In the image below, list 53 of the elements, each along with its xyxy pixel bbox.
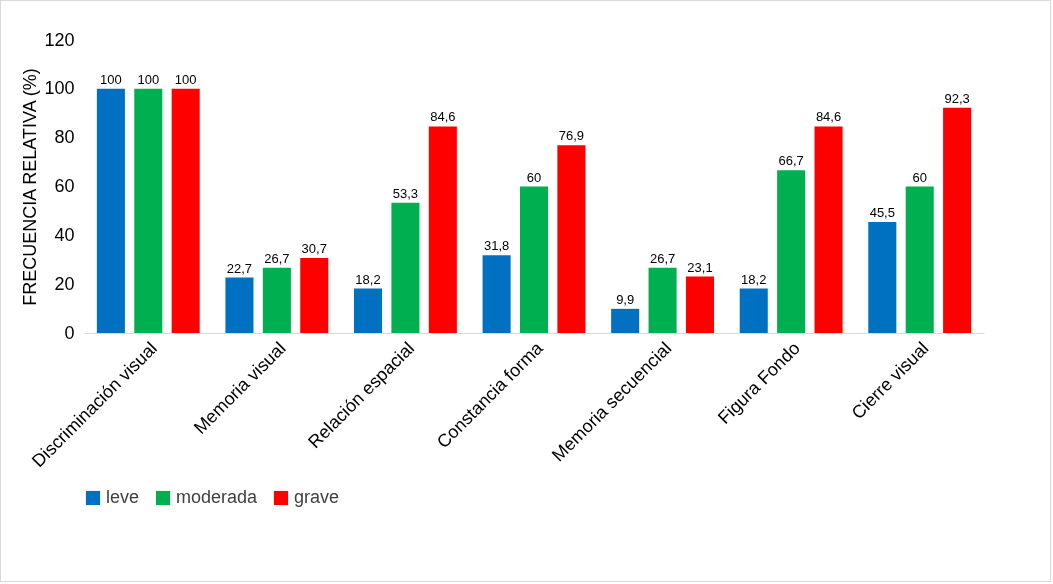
data-label: 66,7 bbox=[778, 153, 804, 169]
y-axis-title: FRECUENCIA RELATIVA (%) bbox=[20, 68, 41, 306]
y-tick-label: 20 bbox=[54, 273, 75, 294]
bar bbox=[96, 88, 125, 333]
data-label: 30,7 bbox=[301, 241, 327, 257]
bar bbox=[943, 107, 972, 333]
bar bbox=[300, 258, 329, 333]
y-tick-label: 0 bbox=[64, 322, 75, 343]
y-tick-label: 60 bbox=[54, 176, 75, 196]
data-label: 45,5 bbox=[869, 204, 895, 220]
bar bbox=[814, 126, 843, 333]
y-tick-label: 40 bbox=[54, 224, 75, 245]
legend-label: leve bbox=[106, 487, 140, 507]
legend-label: moderada bbox=[176, 487, 259, 507]
data-label: 84,6 bbox=[430, 109, 456, 125]
bar bbox=[262, 267, 291, 333]
bar bbox=[868, 221, 897, 333]
data-label: 22,7 bbox=[226, 260, 253, 276]
y-tick-label: 120 bbox=[44, 29, 75, 50]
y-tick-label: 80 bbox=[54, 127, 75, 148]
data-label: 18,2 bbox=[355, 271, 381, 287]
bar bbox=[611, 308, 640, 333]
bar bbox=[777, 170, 806, 333]
bar bbox=[354, 288, 383, 333]
data-label: 9,9 bbox=[616, 291, 635, 307]
bar bbox=[905, 186, 934, 333]
legend-label: grave bbox=[294, 487, 340, 507]
bar bbox=[134, 88, 163, 333]
data-label: 100 bbox=[100, 71, 122, 87]
data-label: 84,6 bbox=[815, 109, 842, 125]
data-label: 23,1 bbox=[687, 259, 713, 275]
bar bbox=[557, 145, 586, 333]
bar bbox=[685, 276, 714, 333]
data-label: 18,2 bbox=[741, 271, 767, 287]
data-label: 60 bbox=[526, 169, 542, 185]
data-label: 31,8 bbox=[483, 238, 510, 254]
data-label: 92,3 bbox=[944, 90, 970, 106]
bar bbox=[482, 255, 511, 333]
data-label: 100 bbox=[174, 71, 197, 87]
data-label: 26,7 bbox=[264, 250, 290, 266]
y-tick-label: 100 bbox=[44, 78, 75, 99]
data-label: 60 bbox=[912, 169, 927, 185]
data-label: 100 bbox=[137, 71, 160, 87]
bar bbox=[225, 277, 254, 333]
bar bbox=[519, 186, 549, 333]
bar bbox=[739, 288, 768, 333]
bar bbox=[648, 267, 677, 333]
data-label: 26,7 bbox=[649, 250, 676, 266]
data-label: 76,9 bbox=[558, 128, 585, 144]
bar bbox=[428, 126, 457, 333]
bar bbox=[171, 88, 200, 333]
data-label: 53,3 bbox=[392, 185, 419, 201]
bar bbox=[391, 202, 420, 333]
